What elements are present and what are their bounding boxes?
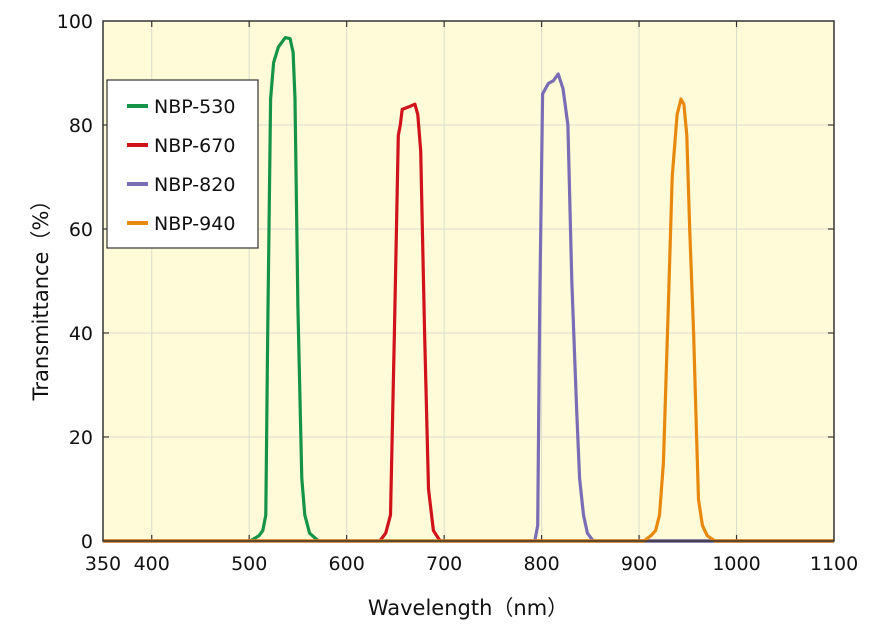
- plot-frame: [102, 20, 835, 542]
- x-tick-label: 900: [621, 553, 657, 575]
- series-line-nbp-940: [103, 97, 834, 543]
- y-tick-label: 40: [69, 323, 93, 345]
- legend-label: NBP-530: [154, 96, 235, 118]
- x-tick-label: 700: [426, 553, 462, 575]
- y-tick-label: 80: [69, 115, 93, 137]
- y-tick-label: 0: [81, 531, 93, 553]
- series-lines: [103, 36, 834, 543]
- y-axis-ticks: 0 20 40 60 80 100: [57, 11, 93, 553]
- x-tick-label: 400: [134, 553, 170, 575]
- x-tick-label: 800: [523, 553, 559, 575]
- y-tick-label: 20: [69, 427, 93, 449]
- legend: NBP-530 NBP-670 NBP-820 NBP-940: [106, 79, 259, 249]
- legend-box: [106, 79, 259, 249]
- x-axis-ticks: 350 400 500 600 700 800 900 1000 1100: [85, 553, 858, 575]
- x-tick-label: 1100: [810, 553, 858, 575]
- y-tick-label: 60: [69, 219, 93, 241]
- y-tick-label: 100: [57, 11, 93, 33]
- x-tick-label: 500: [231, 553, 267, 575]
- series-line-nbp-670: [103, 102, 834, 543]
- x-tick-label: 600: [329, 553, 365, 575]
- x-axis-label: Wavelength（nm）: [368, 596, 568, 620]
- legend-label: NBP-820: [154, 174, 235, 196]
- legend-label: NBP-670: [154, 135, 235, 157]
- x-tick-label: 1000: [712, 553, 760, 575]
- y-axis-label: Transmittance（%）: [29, 190, 53, 402]
- x-tick-label: 350: [85, 553, 121, 575]
- legend-label: NBP-940: [154, 213, 235, 235]
- series-line-nbp-530: [103, 36, 834, 543]
- series-line-nbp-820: [103, 72, 834, 543]
